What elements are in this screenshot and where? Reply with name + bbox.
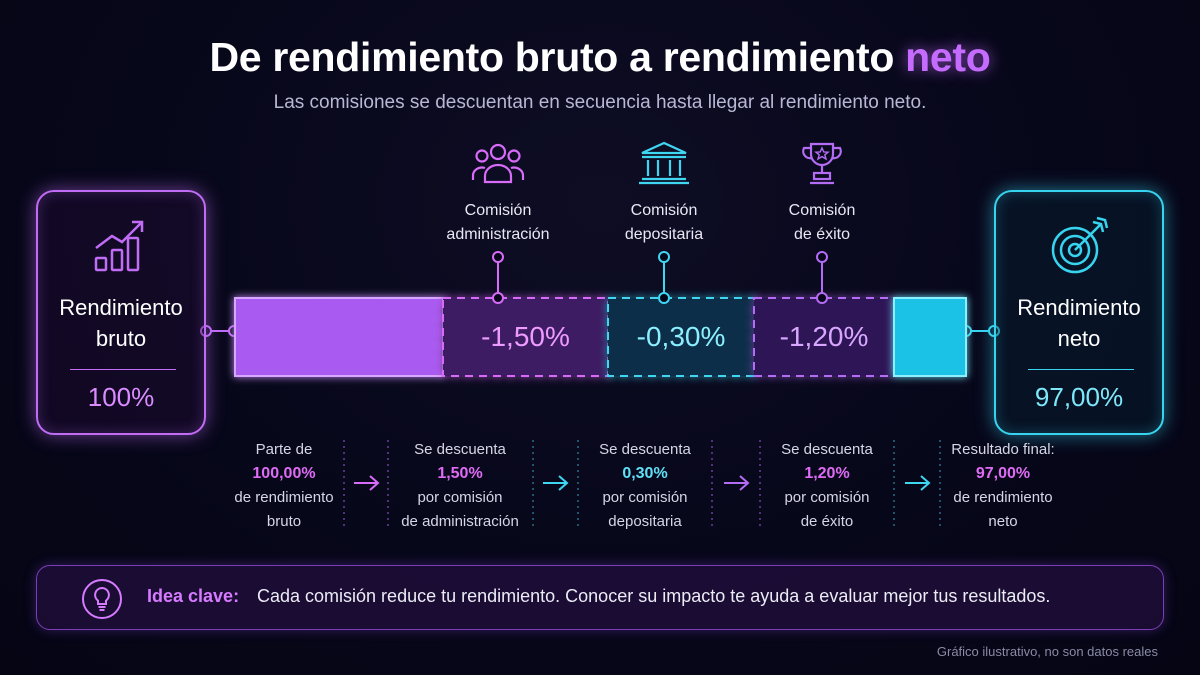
flow-step-text: por comisión — [784, 489, 870, 506]
flow-step-pct: 0,30% — [622, 465, 668, 482]
admin-fee-value: -1,50% — [481, 321, 570, 352]
fee-header-depositary: Comisión depositaria — [584, 140, 744, 247]
gross-label-line2: bruto — [95, 326, 147, 351]
arrow-right-icon — [905, 475, 931, 491]
flow-step-text: Resultado final: — [951, 441, 1055, 458]
success-pin-top — [816, 251, 828, 263]
segment-net — [893, 297, 967, 377]
target-icon — [1047, 214, 1111, 283]
key-idea-text: Cada comisión reduce tu rendimiento. Con… — [257, 586, 1051, 606]
segment-gross — [234, 297, 444, 377]
flow-step-text: de administración — [401, 513, 519, 530]
trophy-icon — [795, 142, 849, 190]
flow-step-text: de éxito — [800, 513, 854, 530]
depositary-pin-top — [658, 251, 670, 263]
flow-step-text: Se descuenta — [781, 441, 873, 458]
flow-step-text: de rendimiento — [234, 489, 334, 506]
gross-return-card: Rendimiento bruto 100% — [36, 190, 206, 435]
net-return-value: 97,00% — [1034, 382, 1124, 412]
fee-header-admin: Comisión administración — [418, 140, 578, 247]
fee-label-depositary: Comisión depositaria — [584, 199, 744, 247]
arrow-right-icon — [354, 475, 380, 491]
left-connector-dot-b — [228, 325, 240, 337]
flow-step-text: por comisión — [602, 489, 688, 506]
flow-step-pct: 100,00% — [252, 465, 316, 482]
success-fee-value: -1,20% — [779, 321, 869, 352]
page-subtitle: Las comisiones se descuentan en secuenci… — [273, 92, 927, 113]
net-label-line2: neto — [1057, 326, 1101, 351]
key-idea-box: Idea clave: Cada comisión reduce tu rend… — [36, 565, 1164, 630]
flow-step-result: Resultado final: 97,00% de rendimiento n… — [940, 438, 1066, 534]
flow-step-text: Se descuenta — [414, 441, 506, 458]
flow-step-text: Parte de — [255, 441, 313, 458]
flow-step-depositary: Se descuenta 0,30% por comisión deposita… — [580, 438, 710, 534]
fee-success-line2: de éxito — [793, 226, 851, 243]
flow-step-text: depositaria — [608, 513, 682, 530]
net-return-card: Rendimiento neto 97,00% — [994, 190, 1164, 435]
footnote: Gráfico ilustrativo, no son datos reales — [936, 644, 1158, 659]
fee-admin-line1: Comisión — [464, 202, 532, 219]
title-highlight: neto — [905, 34, 991, 80]
fee-admin-line2: administración — [446, 226, 550, 243]
fee-success-line1: Comisión — [788, 202, 856, 219]
lightbulb-icon — [81, 578, 123, 625]
flow-step-pct: 1,20% — [804, 465, 850, 482]
flow-step-text: por comisión — [417, 489, 503, 506]
net-return-label: Rendimiento neto — [996, 292, 1162, 354]
flow-step-pct: 97,00% — [975, 465, 1031, 482]
fee-depositary-line1: Comisión — [630, 202, 698, 219]
net-label-line1: Rendimiento — [1017, 295, 1141, 320]
gross-return-label: Rendimiento bruto — [38, 292, 204, 354]
fee-header-success: Comisión de éxito — [742, 140, 902, 247]
page-title: De rendimiento bruto a rendimiento neto — [0, 34, 1200, 81]
right-connector-dot-a — [960, 325, 972, 337]
card-divider — [70, 369, 176, 370]
arrow-right-icon — [543, 475, 569, 491]
flow-step-admin: Se descuenta 1,50% por comisión de admin… — [390, 438, 530, 534]
flow-step-text: de rendimiento — [953, 489, 1053, 506]
fee-label-success: Comisión de éxito — [742, 199, 902, 247]
flow-step-text: neto — [988, 513, 1018, 530]
flow-step-pct: 1,50% — [437, 465, 483, 482]
card-divider — [1028, 369, 1134, 370]
flow-step-text: Se descuenta — [599, 441, 691, 458]
chart-growth-icon — [90, 214, 152, 281]
gross-return-value: 100% — [87, 382, 155, 412]
flow-step-start: Parte de 100,00% de rendimiento bruto — [225, 438, 343, 534]
key-idea-label: Idea clave: — [147, 586, 240, 606]
arrow-right-icon — [724, 475, 750, 491]
title-main: De rendimiento bruto a rendimiento — [209, 34, 906, 80]
depositary-fee-value: -0,30% — [636, 321, 726, 352]
fee-label-admin: Comisión administración — [418, 199, 578, 247]
flow-step-success: Se descuenta 1,20% por comisión de éxito — [762, 438, 892, 534]
people-icon — [471, 143, 525, 190]
bank-icon — [637, 141, 691, 190]
flow-step-text: bruto — [266, 513, 302, 530]
fee-depositary-line2: depositaria — [624, 226, 704, 243]
gross-label-line1: Rendimiento — [59, 295, 183, 320]
admin-pin-top — [492, 251, 504, 263]
